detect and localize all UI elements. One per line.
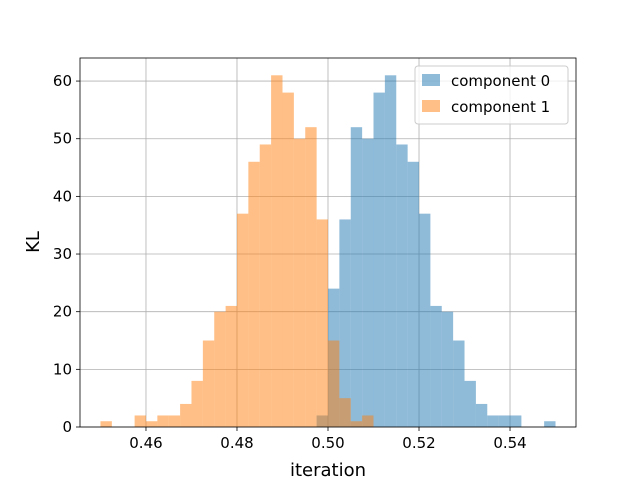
histogram-bar-series-1 <box>100 421 112 427</box>
legend-swatch <box>422 74 440 86</box>
histogram-bar-series-1 <box>328 340 340 427</box>
histogram-bar-series-0 <box>396 144 408 427</box>
y-tick-label: 40 <box>53 187 72 205</box>
histogram-bar-series-0 <box>384 75 397 427</box>
y-tick-label: 0 <box>62 418 72 436</box>
histogram-bars <box>100 75 556 427</box>
histogram-bar-series-1 <box>282 92 294 427</box>
legend: component 0 component 1 <box>414 65 569 125</box>
histogram-bar-series-1 <box>293 138 306 427</box>
x-axis-label: iteration <box>290 460 366 480</box>
x-tick-label: 0.48 <box>220 434 253 452</box>
x-tick-label: 0.54 <box>493 434 526 452</box>
x-tick-label: 0.50 <box>311 434 344 452</box>
y-tick-label: 50 <box>53 130 72 148</box>
histogram-bar-series-0 <box>430 305 442 427</box>
histogram-bar-series-0 <box>373 92 385 427</box>
histogram-bar-series-1 <box>362 415 374 427</box>
x-tick-label: 0.46 <box>129 434 162 452</box>
histogram-bar-series-1 <box>180 403 192 427</box>
y-tick-label: 10 <box>53 360 72 378</box>
y-axis-label: KL <box>23 231 44 253</box>
histogram-bar-series-1 <box>248 161 260 427</box>
legend-box <box>414 65 569 125</box>
histogram-bar-series-0 <box>498 415 511 427</box>
histogram-bar-series-1 <box>134 415 146 427</box>
histogram-bar-series-0 <box>544 421 556 427</box>
histogram-bar-series-1 <box>145 421 158 427</box>
histogram-bar-series-1 <box>350 421 363 427</box>
histogram-bar-series-0 <box>419 213 431 427</box>
legend-swatch <box>422 100 440 112</box>
histogram-bar-series-0 <box>487 415 499 427</box>
x-axis-ticks: 0.46 0.48 0.50 0.52 0.54 <box>129 427 527 452</box>
histogram-bar-series-1 <box>236 213 249 427</box>
histogram-bar-series-0 <box>362 138 374 427</box>
histogram-bar-series-0 <box>510 415 522 427</box>
y-tick-label: 20 <box>53 303 72 321</box>
histogram-bar-series-0 <box>350 127 363 427</box>
y-axis-ticks: 0 10 20 30 40 50 60 <box>53 72 80 436</box>
histogram-bar-series-0 <box>464 380 476 427</box>
histogram-bar-series-1 <box>157 415 169 427</box>
x-tick-label: 0.52 <box>402 434 435 452</box>
legend-label: component 0 <box>451 72 550 90</box>
histogram-bar-series-0 <box>441 311 454 427</box>
histogram-bar-series-1 <box>191 380 203 427</box>
histogram-bar-series-1 <box>259 144 272 427</box>
histogram-bar-series-1 <box>214 311 226 427</box>
y-tick-label: 60 <box>53 72 72 90</box>
histogram-bar-series-0 <box>339 219 351 427</box>
histogram-bar-series-0 <box>453 340 465 427</box>
histogram-bar-series-1 <box>339 398 351 427</box>
histogram-bar-series-1 <box>316 219 328 427</box>
histogram-bar-series-1 <box>225 305 237 427</box>
histogram-bar-series-0 <box>475 403 488 427</box>
histogram-bar-series-1 <box>305 127 317 427</box>
legend-label: component 1 <box>451 98 550 116</box>
histogram-bar-series-0 <box>407 161 420 427</box>
histogram-bar-series-1 <box>168 415 181 427</box>
y-tick-label: 30 <box>53 245 72 263</box>
histogram-bar-series-1 <box>271 75 283 427</box>
histogram-bar-series-1 <box>202 340 215 427</box>
